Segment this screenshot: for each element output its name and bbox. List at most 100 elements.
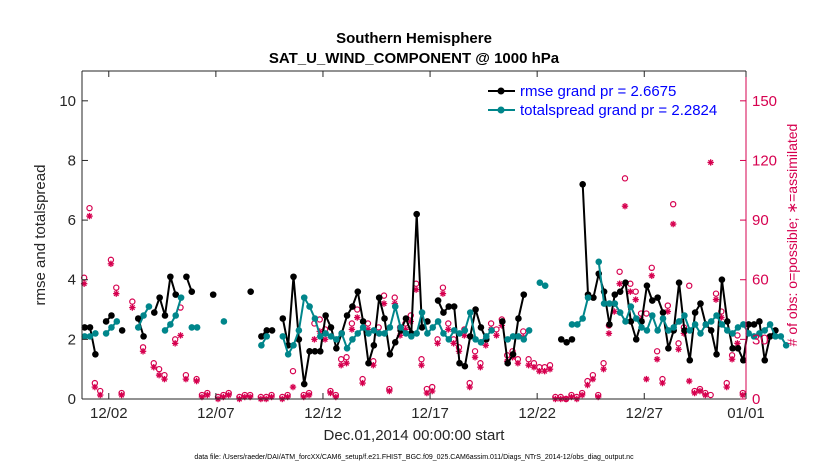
series-point	[654, 327, 661, 334]
y-tick-label-right: 150	[752, 93, 777, 110]
obs-assimilated-marker	[702, 391, 709, 399]
chart-title-line1: Southern Hemisphere	[336, 30, 492, 47]
series-point	[648, 297, 656, 304]
obs-assimilated-marker	[118, 391, 125, 399]
asterisk-stroke	[707, 159, 714, 166]
asterisk-stroke	[86, 213, 93, 219]
y-tick-label-left: 8	[68, 152, 76, 169]
series-point	[675, 318, 683, 325]
obs-possible-marker	[129, 298, 136, 305]
obs-assimilated-marker	[530, 363, 538, 371]
series-point	[402, 315, 410, 322]
asterisk-stroke	[172, 340, 178, 347]
series-point	[713, 350, 720, 358]
series-point	[150, 309, 158, 316]
series-point	[777, 333, 785, 340]
series-point	[445, 336, 453, 343]
y-ticks-right: 0 30 60 90 120 150	[740, 93, 777, 408]
obs-assimilated-marker	[91, 383, 99, 391]
series-point	[761, 356, 769, 364]
asterisk-stroke	[472, 354, 478, 360]
obs-assimilated-marker	[204, 391, 211, 399]
obs-assimilated-marker	[445, 326, 452, 333]
y-axis-label-right: # of obs: o=possible; ∗=assimilated	[784, 124, 800, 347]
obs-assimilated-marker	[311, 336, 318, 343]
asterisk-stroke	[381, 300, 387, 307]
series-point	[284, 350, 292, 358]
asterisk-stroke	[691, 390, 698, 396]
series-point	[472, 336, 479, 343]
series-point	[220, 318, 228, 325]
asterisk-stroke	[541, 368, 548, 374]
series-point	[659, 315, 667, 322]
obs-assimilated-marker	[482, 342, 489, 349]
obs-assimilated-marker	[359, 379, 366, 387]
asterisk-stroke	[493, 332, 500, 339]
obs-assimilated-marker	[600, 365, 607, 373]
series-point	[316, 333, 324, 340]
series-point	[306, 303, 313, 310]
obs-assimilated-marker	[664, 308, 672, 315]
obs-possible-marker	[648, 264, 655, 271]
series-point	[145, 303, 153, 310]
obs-possible-marker	[439, 284, 447, 291]
obs-assimilated-marker	[380, 300, 388, 307]
asterisk-stroke	[440, 290, 446, 297]
legend-label-spread: totalspread grand pr = 2.2824	[520, 102, 717, 119]
series-point	[140, 333, 147, 340]
series-point	[386, 324, 394, 331]
obs-possible-marker	[348, 320, 356, 327]
series-point	[611, 291, 619, 298]
series-point	[86, 333, 94, 340]
series-lines	[81, 181, 790, 388]
series-point	[697, 330, 704, 337]
obs-assimilated-marker	[139, 348, 147, 355]
series-point	[499, 318, 506, 325]
series-point	[413, 330, 420, 337]
series-point	[408, 333, 415, 340]
series-point	[648, 312, 656, 319]
series-point	[140, 312, 147, 319]
series-point	[504, 359, 512, 367]
obs-assimilated-marker	[150, 363, 157, 371]
series-line-segment	[164, 297, 183, 332]
series-point	[477, 324, 485, 331]
series-point	[461, 362, 469, 370]
series-point	[247, 288, 254, 295]
asterisk-stroke	[226, 392, 232, 398]
asterisk-stroke	[386, 388, 393, 394]
obs-assimilated-marker	[648, 272, 655, 279]
asterisk-stroke	[729, 356, 735, 362]
obs-possible-marker	[155, 365, 163, 373]
series-point	[718, 276, 726, 284]
series-point	[118, 327, 126, 334]
series-point	[92, 350, 99, 358]
series-point	[477, 339, 485, 346]
series-point	[188, 324, 196, 331]
obs-assimilated-marker	[107, 260, 115, 268]
series-point	[306, 347, 313, 355]
series-point	[134, 315, 142, 322]
series-point	[183, 273, 190, 281]
asterisk-stroke	[92, 384, 98, 390]
series-point	[290, 273, 297, 281]
series-point	[707, 327, 715, 334]
series-point	[450, 303, 458, 310]
asterisk-stroke	[97, 392, 103, 398]
series-point	[386, 350, 394, 358]
y-tick-label-right: 120	[752, 152, 777, 169]
series-point	[359, 324, 367, 331]
legend: rmse grand pr = 2.6675 totalspread grand…	[488, 83, 717, 119]
legend-label-rmse: rmse grand pr = 2.6675	[520, 83, 676, 100]
asterisk-stroke	[600, 366, 607, 372]
obs-assimilated-marker	[337, 362, 345, 369]
series-point	[611, 300, 619, 307]
series-point	[675, 279, 683, 287]
series-point	[772, 333, 779, 340]
series-point	[456, 359, 463, 367]
y-tick-label-right: 30	[752, 331, 769, 348]
asterisk-stroke	[118, 392, 125, 398]
series-point	[450, 327, 458, 334]
asterisk-stroke	[547, 366, 553, 372]
series-point	[536, 279, 544, 287]
